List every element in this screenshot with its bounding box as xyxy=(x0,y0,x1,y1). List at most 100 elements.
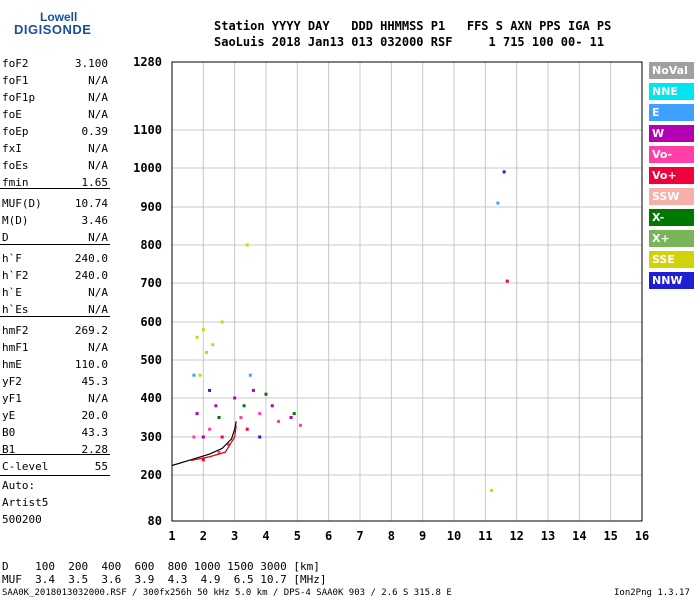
auto-artist: Artist5 xyxy=(2,496,49,509)
echo-point xyxy=(204,350,208,354)
param-row: yE 20.0 xyxy=(2,409,108,425)
y-tick-label: 200 xyxy=(140,468,162,482)
x-tick-label: 12 xyxy=(509,529,523,543)
echo-point xyxy=(298,423,302,427)
echo-point xyxy=(201,328,205,332)
y-tick-label: 800 xyxy=(140,238,162,252)
param-row: fmin 1.65 xyxy=(2,176,108,192)
y-tick-label: 700 xyxy=(140,276,162,290)
echo-points xyxy=(192,170,509,492)
y-tick-label: 300 xyxy=(140,430,162,444)
y-tick-label: 400 xyxy=(140,391,162,405)
echo-point xyxy=(192,435,196,439)
echo-point xyxy=(201,458,205,462)
muf-row: MUF 3.4 3.5 3.6 3.9 4.3 4.9 6.5 10.7 [MH… xyxy=(2,573,327,586)
distance-row: D 100 200 400 600 800 1000 1500 3000 [km… xyxy=(2,560,320,573)
echo-point xyxy=(258,412,262,416)
param-value: N/A xyxy=(88,159,108,172)
trace-lines xyxy=(171,421,237,467)
y-tick-label: 1000 xyxy=(133,161,162,175)
param-value: 269.2 xyxy=(74,324,108,337)
param-value: 240.0 xyxy=(74,269,108,282)
param-row: yF1 N/A xyxy=(2,392,108,408)
echo-point xyxy=(208,388,212,392)
param-name: h`Es xyxy=(2,303,29,316)
legend-item: E xyxy=(649,104,694,121)
panel-separator xyxy=(0,316,110,317)
x-tick-labels: 1 2 3 4 5 6 7 8 9 10 11 12 13 14 15 16 xyxy=(168,529,649,543)
legend-item: NNE xyxy=(649,83,694,100)
param-value: N/A xyxy=(88,142,108,155)
legend-item: SSW xyxy=(649,188,694,205)
echo-point xyxy=(245,427,249,431)
panel-separator xyxy=(0,188,110,189)
param-row: h`F2 240.0 xyxy=(2,269,108,285)
param-row: hmF1 N/A xyxy=(2,341,108,357)
param-row: B1 2.28 xyxy=(2,443,108,459)
echo-point xyxy=(496,201,500,205)
echo-point xyxy=(490,488,494,492)
trace-line xyxy=(190,425,237,462)
param-value: 43.3 xyxy=(81,426,109,439)
echo-point xyxy=(214,404,218,408)
echo-point xyxy=(233,396,237,400)
version-label: Ion2Png 1.3.17 xyxy=(614,588,690,598)
panel-separator xyxy=(0,244,110,245)
param-name: h`F xyxy=(2,252,22,265)
param-row: MUF(D) 10.74 xyxy=(2,197,108,213)
logo-digisonde: DIGISONDE xyxy=(14,22,92,37)
param-row: hmE 110.0 xyxy=(2,358,108,374)
param-value: 20.0 xyxy=(81,409,109,422)
x-tick-label: 3 xyxy=(231,529,238,543)
echo-point xyxy=(195,335,199,339)
legend-item: X- xyxy=(649,209,694,226)
param-name: C-level xyxy=(2,460,49,473)
param-name: B1 xyxy=(2,443,16,456)
trace-line xyxy=(171,421,237,467)
echo-point xyxy=(195,412,199,416)
echo-point xyxy=(289,416,293,419)
param-name: foEs xyxy=(2,159,29,172)
param-name: hmE xyxy=(2,358,22,371)
x-tick-label: 4 xyxy=(262,529,269,543)
param-value: 55 xyxy=(94,460,108,473)
header-line-2: SaoLuis 2018 Jan13 013 032000 RSF 1 715 … xyxy=(214,35,605,49)
param-value: 3.100 xyxy=(74,57,108,70)
y-tick-label: 80 xyxy=(148,514,162,528)
echo-point xyxy=(239,416,243,419)
param-value: N/A xyxy=(88,91,108,104)
param-name: foF1 xyxy=(2,74,29,87)
header-line-1: Station YYYY DAY DDD HHMMSS P1 FFS S AXN… xyxy=(214,19,612,33)
file-info-footer: SAA0K_2018013032000.RSF / 300fx256h 50 k… xyxy=(2,588,452,598)
param-row: hmF2 269.2 xyxy=(2,324,108,340)
param-value: 45.3 xyxy=(81,375,109,388)
legend-item: W xyxy=(649,125,694,142)
x-tick-label: 2 xyxy=(200,529,207,543)
param-value: 110.0 xyxy=(74,358,108,371)
param-name: foE xyxy=(2,108,22,121)
legend-item: NoVal xyxy=(649,62,694,79)
logo-lowell: Lowell xyxy=(40,10,78,24)
echo-point xyxy=(505,279,509,283)
y-tick-labels: 80 200 300 400 500 600 700 800 900 1000 1100 1280 xyxy=(133,55,162,528)
param-name: yE xyxy=(2,409,16,422)
echo-point xyxy=(502,170,506,174)
x-tick-label: 13 xyxy=(541,529,555,543)
param-name: B0 xyxy=(2,426,16,439)
param-name: foEp xyxy=(2,125,29,138)
param-value: 1.65 xyxy=(81,176,109,189)
echo-point xyxy=(217,450,221,454)
param-value: N/A xyxy=(88,286,108,299)
param-value: N/A xyxy=(88,392,108,405)
param-row: foF1 N/A xyxy=(2,74,108,90)
param-value: N/A xyxy=(88,231,108,244)
param-row: D N/A xyxy=(2,231,108,247)
param-name: MUF(D) xyxy=(2,197,42,210)
param-row: foF1p N/A xyxy=(2,91,108,107)
echo-point xyxy=(277,419,281,423)
x-tick-label: 10 xyxy=(447,529,461,543)
param-value: 240.0 xyxy=(74,252,108,265)
param-row: fxI N/A xyxy=(2,142,108,158)
echo-point xyxy=(220,435,224,439)
